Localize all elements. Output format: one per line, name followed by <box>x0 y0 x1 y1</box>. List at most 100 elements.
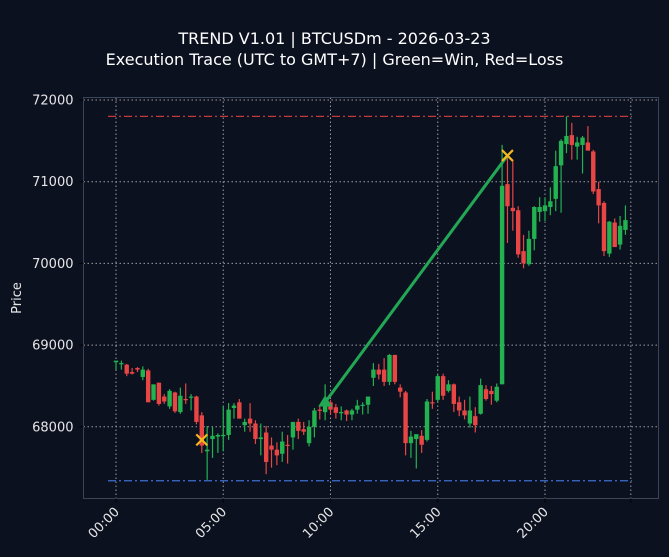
candle-up <box>414 434 419 440</box>
price-levels <box>108 115 632 482</box>
candle-up <box>113 360 119 363</box>
candle-up <box>280 441 285 454</box>
candle-up <box>210 435 215 440</box>
x-tick-label: 10:00 <box>300 505 337 542</box>
candle-down <box>199 415 204 446</box>
candle-up <box>435 376 440 400</box>
x-tick-label: 00:00 <box>86 505 123 542</box>
grid-lines <box>83 97 659 499</box>
candle-up <box>119 363 124 365</box>
candle-up <box>151 384 156 400</box>
candle-down <box>601 202 607 252</box>
candle-down <box>145 370 151 403</box>
candle-up <box>424 401 430 440</box>
candle-down <box>505 184 510 207</box>
candle-down <box>376 369 381 375</box>
candle-up <box>365 396 371 405</box>
candle-down <box>462 410 467 416</box>
y-axis-label: Price <box>10 282 25 314</box>
candle-down <box>317 409 322 411</box>
candle-up <box>226 409 231 435</box>
candle-down <box>483 389 489 400</box>
candle-up <box>215 434 221 437</box>
chart-subtitle: Execution Trace (UTC to GMT+7) | Green=W… <box>105 50 564 69</box>
candle-up <box>258 437 263 440</box>
candle-up <box>564 135 569 145</box>
candles <box>113 116 628 480</box>
candle-down <box>269 445 274 450</box>
candle-down <box>194 396 199 422</box>
trade-lines <box>323 154 509 404</box>
candle-down <box>247 418 253 424</box>
candle-down <box>515 210 521 255</box>
candle-up <box>221 434 226 437</box>
exit-x-marker-icon <box>195 433 209 447</box>
trade-line-win <box>323 154 509 404</box>
candle-down <box>510 207 516 212</box>
candle-down <box>333 407 339 413</box>
y-tick-label: 68000 <box>32 420 73 435</box>
candle-up <box>553 166 558 199</box>
candle-up <box>312 410 317 427</box>
candle-down <box>156 382 162 404</box>
candle-up <box>580 137 585 145</box>
candle-down <box>381 369 387 382</box>
candle-up <box>607 221 612 254</box>
axes: 68000 69000 70000 71000 72000 00:00 05:00 10:00… <box>32 94 632 542</box>
candle-down <box>285 444 290 446</box>
candle-up <box>204 449 210 452</box>
candle-down <box>124 364 129 374</box>
candle-down <box>263 432 269 462</box>
candle-down <box>591 151 596 192</box>
candle-down <box>521 251 526 264</box>
candle-down <box>135 367 140 370</box>
candle-up <box>387 354 392 382</box>
candle-up <box>349 410 355 415</box>
candle-up <box>558 140 564 166</box>
candle-up <box>526 238 532 265</box>
candle-up <box>290 421 296 438</box>
y-tick-label: 70000 <box>32 257 73 272</box>
candle-down <box>162 396 167 402</box>
candle-down <box>451 384 457 404</box>
candle-up <box>355 405 360 410</box>
candle-up <box>467 410 473 424</box>
candle-down <box>274 449 280 456</box>
candle-down <box>392 354 398 382</box>
candle-down <box>569 135 575 145</box>
candle-up <box>178 395 183 413</box>
candle-up <box>478 385 483 414</box>
candle-up <box>532 207 537 239</box>
candle-up <box>494 386 499 401</box>
candle-up <box>360 404 365 406</box>
x-tick-label: 15:00 <box>407 505 444 542</box>
candle-down <box>344 410 349 415</box>
candle-up <box>306 426 312 444</box>
candle-up <box>574 142 580 147</box>
candle-up <box>231 405 237 409</box>
candle-up <box>623 220 628 230</box>
candle-down <box>596 189 601 206</box>
candle-down <box>296 421 301 431</box>
candle-up <box>167 390 172 407</box>
candle-up <box>537 207 542 212</box>
y-tick-label: 72000 <box>32 94 73 109</box>
candle-down <box>172 392 178 412</box>
candle-up <box>617 225 623 245</box>
candle-down <box>403 392 408 444</box>
candle-up <box>188 396 194 398</box>
candle-down <box>253 423 258 440</box>
candle-down <box>430 402 435 404</box>
candle-down <box>398 387 403 392</box>
entry-triangle-marker-icon <box>318 395 333 407</box>
candle-up <box>542 205 548 212</box>
candle-down <box>301 429 306 432</box>
candle-down <box>612 222 617 248</box>
candle-up <box>499 185 505 385</box>
candle-down <box>129 372 135 374</box>
candle-down <box>473 416 478 426</box>
candle-up <box>371 369 376 378</box>
chart-title: TREND V1.01 | BTCUSDm - 2026-03-23 <box>178 29 491 48</box>
y-tick-label: 69000 <box>32 339 73 354</box>
candle-up <box>548 201 553 208</box>
